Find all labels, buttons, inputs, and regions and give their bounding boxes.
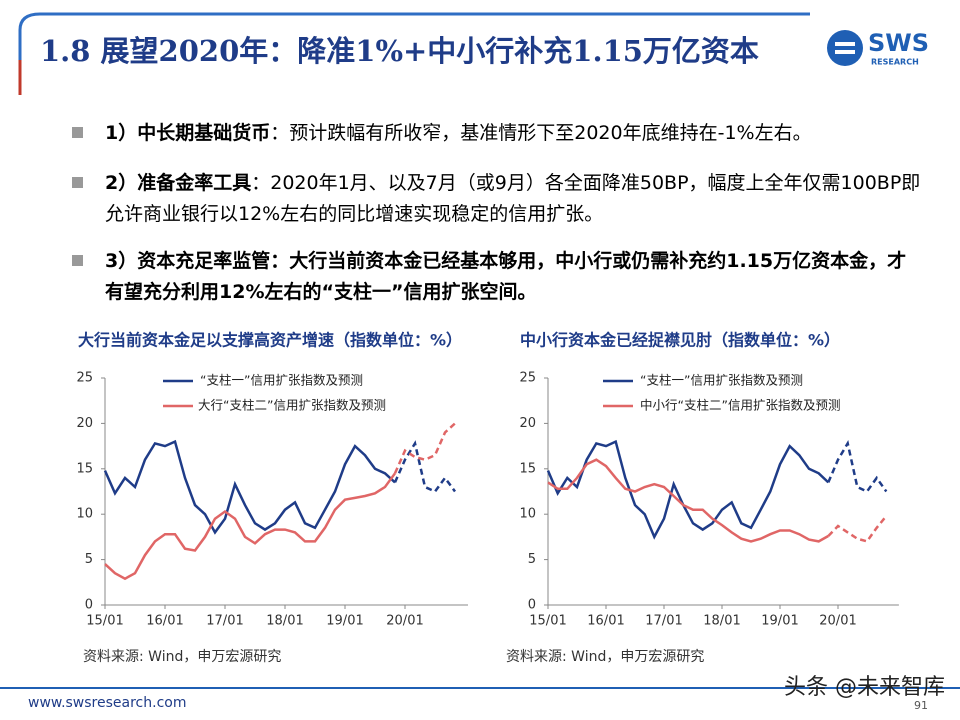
y-tick-label: 10 (519, 507, 536, 522)
series-line (104, 472, 397, 581)
x-tick-label: 15/01 (529, 614, 566, 629)
logo-subtext: RESEARCH (871, 58, 919, 67)
bullet-body: ：预计跌幅有所收窄，基准情形下至2020年底维持在-1%左右。 (270, 122, 811, 144)
bullet-text: 2）准备金率工具：2020年1月、以及7月（或9月）各全面降准50BP，幅度上全… (105, 171, 920, 225)
bullet-lead: 3）资本充足率监管 (105, 249, 270, 272)
x-tick-label: 15/01 (86, 614, 123, 629)
bullet-lead: 1）中长期基础货币 (105, 121, 270, 144)
y-tick-label: 25 (76, 371, 93, 386)
series-line (827, 440, 888, 494)
chart-source: 资料来源: Wind，申万宏源研究 (83, 649, 281, 665)
y-tick-label: 25 (519, 371, 536, 386)
bullet-body: ：2020年1月、以及7月（或9月）各全面降准50BP，幅度上全年仅需100BP… (105, 172, 920, 225)
chart-title: 大行当前资本金足以支撑高资产增速（指数单位：%） (78, 331, 462, 350)
x-tick-label: 18/01 (266, 614, 303, 629)
chart-title: 中小行资本金已经捉襟见肘（指数单位：%） (520, 331, 840, 350)
x-tick-label: 19/01 (326, 614, 363, 629)
bullet-text: 1）中长期基础货币：预计跌幅有所收窄，基准情形下至2020年底维持在-1%左右。 (105, 121, 812, 144)
y-tick-label: 20 (519, 416, 536, 431)
y-tick-label: 20 (76, 416, 93, 431)
x-tick-label: 20/01 (386, 614, 423, 629)
slide-title: 1.8 展望2020年：降准1%+中小行补充1.15万亿资本 (40, 34, 759, 68)
bullet-text: 3）资本充足率监管：大行当前资本金已经基本够用，中小行或仍需补充约1.15万亿资… (105, 249, 906, 303)
charts: 大行当前资本金足以支撑高资产增速（指数单位：%） 0 5 10 15 20 25 15/01 1… (76, 331, 899, 665)
x-tick-label: 17/01 (206, 614, 243, 629)
bullet-body: ：大行当前资本金已经基本够用，中小行或仍需补充约1.15万亿资本金，才有望充分利… (105, 249, 906, 303)
page-number: 91 (914, 699, 928, 712)
bullet-lead: 2）准备金率工具 (105, 171, 251, 194)
logo-icon-stripe (835, 50, 855, 54)
header-frame (18, 12, 810, 95)
series-line (393, 422, 456, 474)
x-tick-label: 17/01 (645, 614, 682, 629)
y-tick-label: 5 (85, 552, 93, 567)
legend-label: “支柱一”信用扩张指数及预测 (200, 373, 363, 388)
x-tick-label: 19/01 (761, 614, 798, 629)
y-tick-label: 10 (76, 507, 93, 522)
y-tick-label: 15 (519, 461, 536, 476)
legend-label: “支柱一”信用扩张指数及预测 (640, 373, 803, 388)
series-line (827, 515, 888, 543)
x-tick-label: 18/01 (703, 614, 740, 629)
y-tick-label: 15 (76, 461, 93, 476)
logo-text: SWS (868, 29, 929, 57)
bullet-marker (72, 177, 83, 188)
logo-icon-stripe (835, 42, 855, 46)
legend-label: 大行“支柱二”信用扩张指数及预测 (198, 398, 386, 413)
x-tick-label: 16/01 (587, 614, 624, 629)
series-line (103, 439, 396, 535)
footer-url: www.swsresearch.com (28, 695, 186, 711)
series-line (547, 458, 829, 543)
legend-label: 中小行“支柱二”信用扩张指数及预测 (640, 398, 840, 413)
watermark: 头条 @未来智库 (784, 675, 945, 700)
bullet-list: 1）中长期基础货币：预计跌幅有所收窄，基准情形下至2020年底维持在-1%左右。… (72, 121, 920, 303)
series-line (393, 440, 457, 494)
bullet-marker (72, 255, 83, 266)
series-line (546, 439, 830, 540)
y-tick-label: 0 (85, 598, 93, 613)
x-tick-label: 20/01 (819, 614, 856, 629)
bullet-marker (72, 127, 83, 138)
x-tick-label: 16/01 (146, 614, 183, 629)
logo-icon (827, 30, 863, 66)
y-tick-label: 0 (528, 598, 536, 613)
y-tick-label: 5 (528, 552, 536, 567)
chart-source: 资料来源: Wind，申万宏源研究 (506, 649, 704, 665)
